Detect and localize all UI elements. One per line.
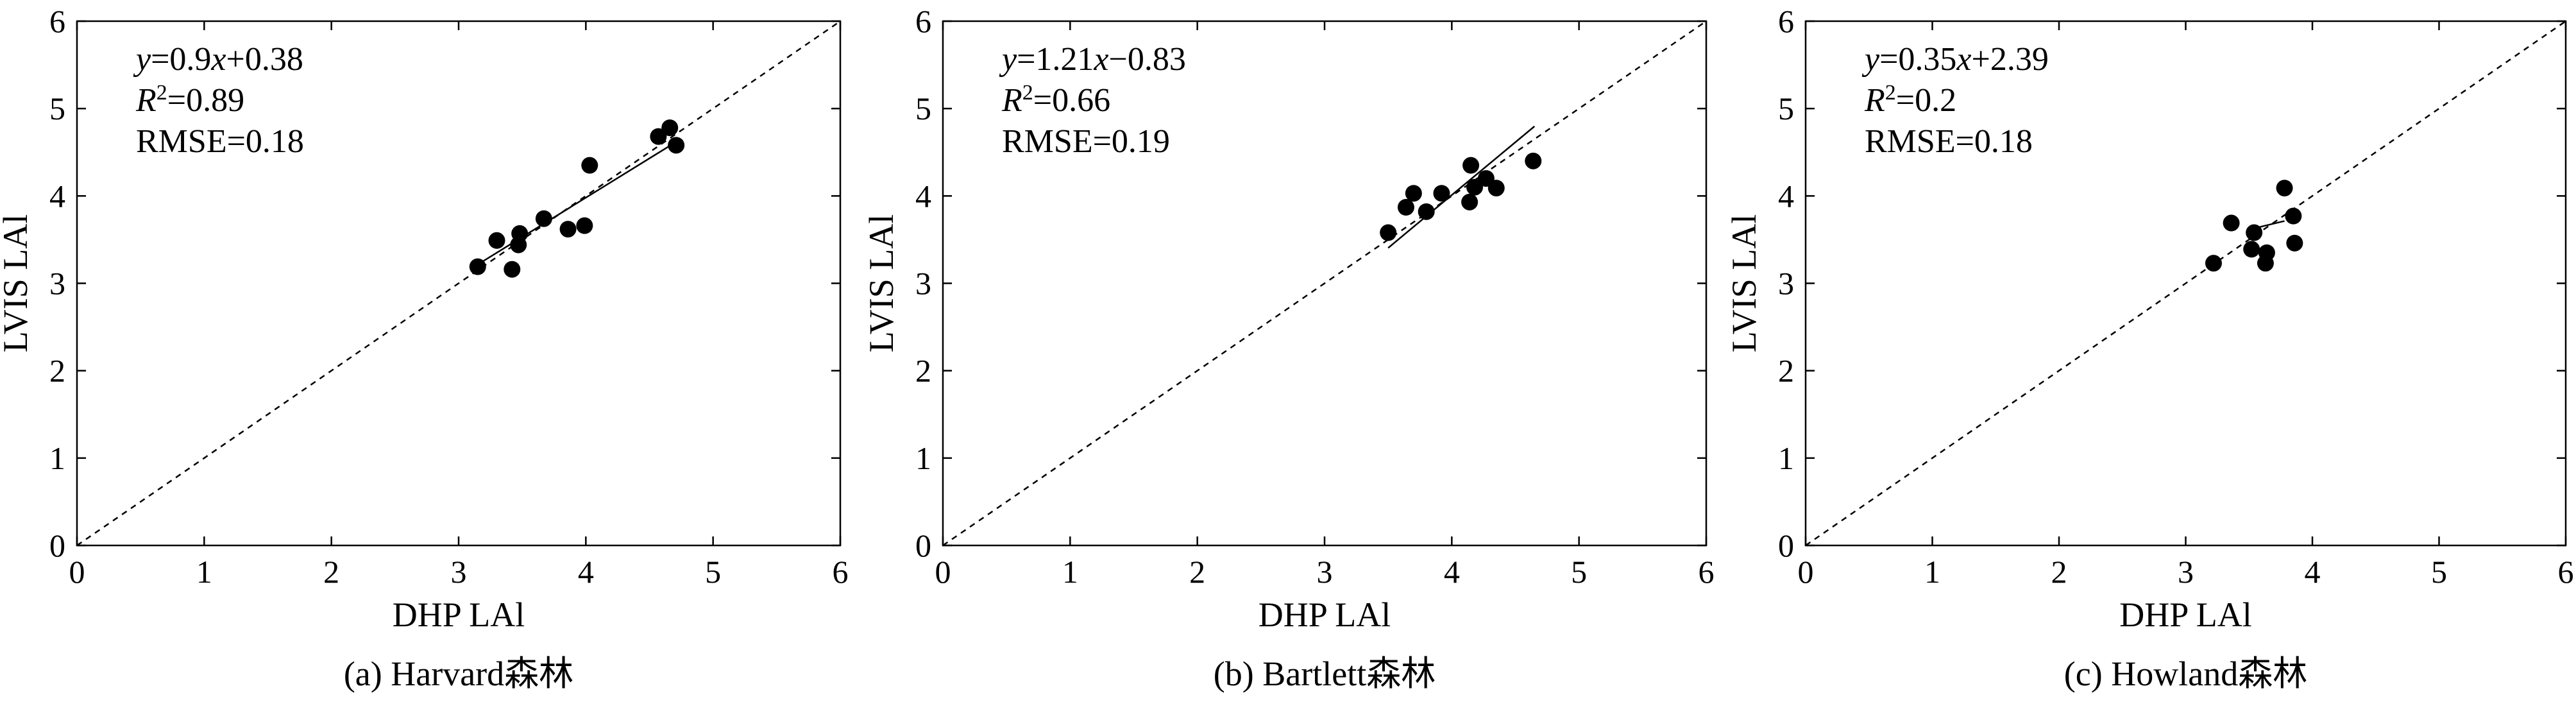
y-tick-label: 1 (915, 440, 931, 476)
y-tick-label: 0 (49, 527, 65, 563)
y-tick-label: 1 (1778, 440, 1794, 476)
x-tick-label: 1 (1062, 554, 1078, 590)
y-axis-label: LVIS LAl (0, 214, 35, 353)
y-tick-label: 4 (1778, 178, 1794, 214)
data-point (1462, 157, 1480, 174)
y-tick-label: 2 (1778, 353, 1794, 389)
x-axis-label: DHP LAl (393, 595, 525, 634)
x-tick-label: 1 (1924, 554, 1940, 590)
x-tick-label: 5 (705, 554, 721, 590)
regression-line (477, 142, 675, 266)
data-point (2276, 180, 2293, 197)
data-point (2285, 207, 2302, 225)
data-point (2205, 255, 2222, 272)
regression-equation: y=1.21x−0.83 (999, 41, 1186, 78)
y-tick-label: 6 (49, 3, 65, 39)
data-point (576, 217, 593, 234)
y-axis-label: LVIS LAl (1725, 214, 1763, 353)
panel-caption: (c) Howland森林 (2064, 655, 2307, 693)
x-tick-label: 3 (451, 554, 467, 590)
data-point (1433, 185, 1450, 202)
data-point (661, 119, 679, 137)
panel-caption: (b) Bartlett森林 (1214, 655, 1436, 693)
data-point (1487, 180, 1505, 197)
one-to-one-line (76, 20, 841, 547)
y-tick-label: 4 (915, 178, 931, 214)
one-to-one-line (942, 20, 1707, 547)
y-tick-label: 5 (49, 90, 65, 126)
data-point (504, 261, 521, 278)
data-point (1466, 178, 1484, 196)
x-tick-label: 2 (1189, 554, 1205, 590)
y-axis-label: LVIS LAl (862, 214, 901, 353)
x-tick-label: 3 (2178, 554, 2194, 590)
data-point (1461, 193, 1479, 210)
regression-equation: y=0.35x+2.39 (1861, 41, 2049, 78)
rmse-label: RMSE=0.18 (136, 123, 304, 160)
data-point (1380, 224, 1397, 241)
x-tick-label: 1 (196, 554, 212, 590)
y-tick-label: 6 (915, 3, 931, 39)
data-point (511, 225, 529, 242)
data-point (1397, 199, 1414, 216)
regression-equation: y=0.9x+0.38 (133, 41, 303, 78)
y-tick-label: 5 (915, 90, 931, 126)
r-squared-label: R2=0.89 (135, 81, 244, 119)
x-tick-label: 5 (1571, 554, 1587, 590)
x-tick-label: 0 (1798, 554, 1814, 590)
x-tick-label: 4 (2305, 554, 2321, 590)
data-point (1405, 185, 1422, 202)
y-tick-label: 0 (915, 527, 931, 563)
data-point (668, 137, 685, 154)
data-point (2243, 241, 2260, 258)
x-tick-label: 4 (1444, 554, 1460, 590)
panel-caption: (a) Harvard森林 (344, 655, 573, 693)
y-tick-label: 1 (49, 440, 65, 476)
y-tick-label: 3 (1778, 266, 1794, 302)
rmse-label: RMSE=0.18 (1865, 123, 2033, 160)
x-axis-label: DHP LAl (2119, 595, 2252, 634)
one-to-one-line (1805, 20, 2566, 547)
y-tick-label: 6 (1778, 3, 1794, 39)
data-point (1525, 152, 1542, 169)
data-point (650, 128, 667, 145)
x-tick-label: 2 (2051, 554, 2067, 590)
data-point (488, 232, 505, 249)
data-point (2246, 224, 2263, 241)
r-squared-label: R2=0.66 (1001, 81, 1110, 119)
data-point (2258, 244, 2275, 261)
y-tick-label: 3 (915, 266, 931, 302)
data-point (2223, 214, 2240, 232)
x-tick-label: 6 (833, 554, 849, 590)
y-tick-label: 5 (1778, 90, 1794, 126)
x-axis-label: DHP LAl (1258, 595, 1391, 634)
data-point (559, 221, 577, 238)
y-tick-label: 4 (49, 178, 65, 214)
y-tick-label: 3 (49, 266, 65, 302)
data-point (581, 157, 598, 174)
x-tick-label: 5 (2431, 554, 2447, 590)
x-tick-label: 0 (69, 554, 85, 590)
x-tick-label: 3 (1317, 554, 1333, 590)
x-tick-label: 6 (1699, 554, 1715, 590)
x-tick-label: 2 (323, 554, 339, 590)
y-tick-label: 0 (1778, 527, 1794, 563)
regression-line (1387, 125, 1536, 249)
y-tick-label: 2 (915, 353, 931, 389)
x-tick-label: 0 (935, 554, 951, 590)
x-tick-label: 4 (578, 554, 594, 590)
r-squared-label: R2=0.2 (1864, 81, 1956, 119)
data-point (469, 258, 486, 275)
data-point (535, 210, 552, 227)
data-point (2286, 234, 2303, 252)
rmse-label: RMSE=0.19 (1002, 123, 1170, 160)
y-tick-label: 2 (49, 353, 65, 389)
x-tick-label: 6 (2558, 554, 2574, 590)
data-point (1418, 203, 1435, 220)
